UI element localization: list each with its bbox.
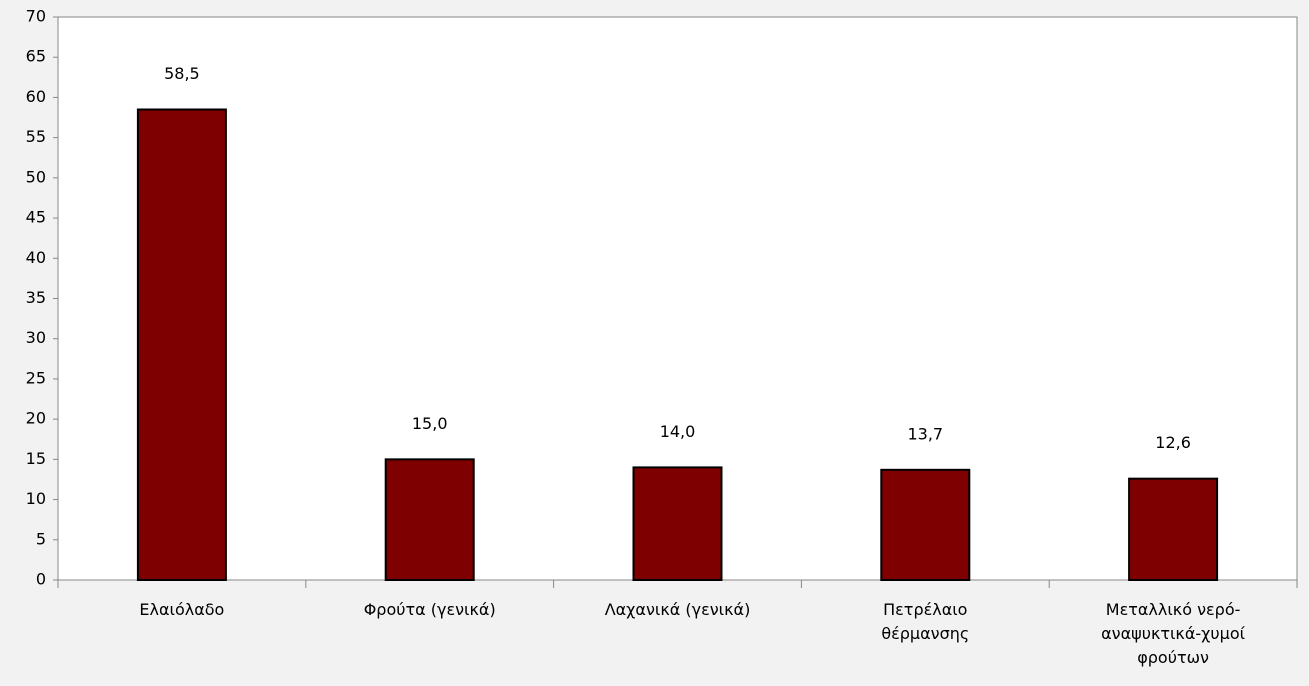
- y-tick-label: 25: [26, 368, 46, 387]
- y-tick-label: 45: [26, 208, 46, 227]
- y-tick-label: 0: [36, 570, 46, 589]
- bar: [384, 458, 475, 582]
- x-tick-label: Ελαιόλαδο: [139, 600, 225, 619]
- y-tick-label: 40: [26, 248, 46, 267]
- x-tick-label: Λαχανικά (γενικά): [604, 600, 751, 619]
- y-tick-label: 35: [26, 288, 46, 307]
- y-tick-label: 55: [26, 127, 46, 146]
- x-tick-label: Μεταλλικό νερό-αναψυκτικά-χυμοί φρούτων: [1101, 600, 1246, 667]
- value-label: 58,5: [164, 64, 200, 83]
- bar: [880, 468, 971, 582]
- y-tick-label: 15: [26, 449, 46, 468]
- value-label: 12,6: [1155, 433, 1191, 452]
- value-label: 13,7: [907, 424, 943, 443]
- x-tick-label: Πετρέλαιο θέρμανσης: [881, 600, 970, 643]
- y-tick-label: 10: [26, 489, 46, 508]
- x-tick-label: Φρούτα (γενικά): [363, 600, 496, 619]
- y-tick-label: 60: [26, 87, 46, 106]
- y-tick-label: 5: [36, 529, 46, 548]
- bar: [632, 466, 723, 581]
- value-label: 15,0: [412, 414, 448, 433]
- bar: [136, 108, 227, 581]
- value-label: 14,0: [660, 422, 696, 441]
- y-tick-label: 30: [26, 328, 46, 347]
- bar: [1128, 477, 1219, 581]
- y-tick-label: 65: [26, 47, 46, 66]
- y-tick-label: 20: [26, 409, 46, 428]
- y-tick-label: 70: [26, 7, 46, 26]
- y-tick-label: 50: [26, 167, 46, 186]
